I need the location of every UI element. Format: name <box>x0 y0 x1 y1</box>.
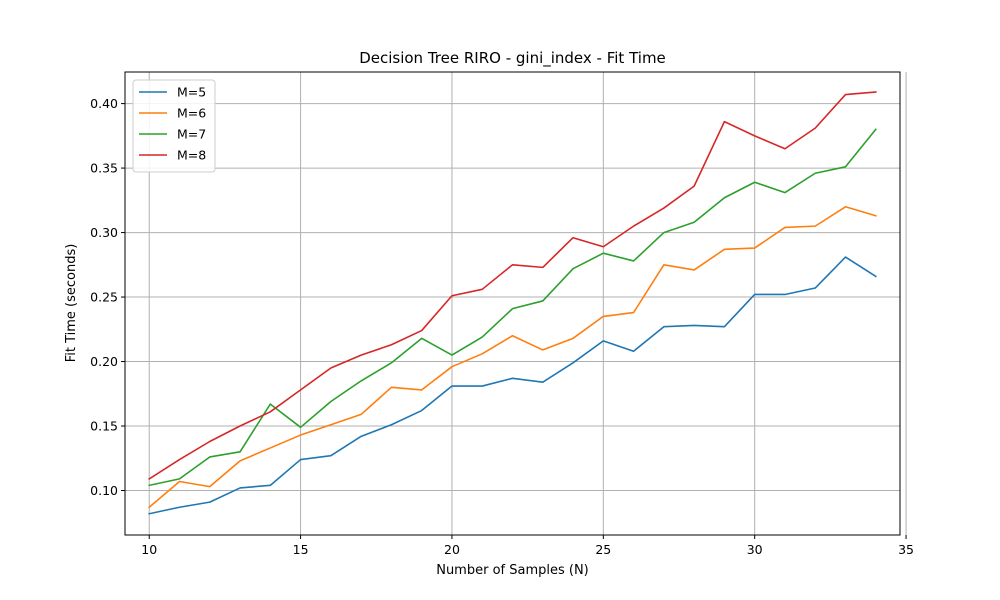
x-tick-label: 20 <box>444 542 460 557</box>
y-tick-label: 0.20 <box>90 354 118 369</box>
legend-label: M=8 <box>177 148 206 163</box>
legend-label: M=6 <box>177 106 206 121</box>
x-tick-label: 15 <box>293 542 309 557</box>
plot-area <box>124 71 907 536</box>
plot-background <box>125 72 900 535</box>
legend-label: M=5 <box>177 85 206 100</box>
x-tick-label: 10 <box>141 542 157 557</box>
series-line-m-7 <box>148 128 877 487</box>
y-tick-label: 0.30 <box>90 225 118 240</box>
x-tick-label: 30 <box>747 542 763 557</box>
y-axis: 0.10 0.15 0.20 0.25 0.30 0.35 0.40 <box>90 96 125 498</box>
y-tick-label: 0.35 <box>90 161 118 176</box>
chart-title: Decision Tree RIRO - gini_index - Fit Ti… <box>359 49 666 68</box>
grid <box>125 72 907 535</box>
series-line-m-6 <box>148 205 877 509</box>
x-axis-label: Number of Samples (N) <box>436 563 589 578</box>
y-tick-label: 0.40 <box>90 96 118 111</box>
y-tick-label: 0.25 <box>90 290 118 305</box>
series-lines <box>148 91 877 515</box>
x-axis: 10 15 20 25 30 35 <box>141 535 914 557</box>
series-line-m-5 <box>148 256 877 515</box>
y-tick-label: 0.10 <box>90 483 118 498</box>
series-line-m-8 <box>148 91 877 481</box>
x-tick-label: 35 <box>898 542 914 557</box>
legend-label: M=7 <box>177 127 206 142</box>
plot-frame <box>124 71 901 536</box>
y-tick-label: 0.15 <box>90 419 118 434</box>
legend: M=5 M=6 M=7 M=8 <box>132 79 216 173</box>
x-tick-label: 25 <box>595 542 611 557</box>
legend-box <box>132 79 216 173</box>
y-axis-label: Fit Time (seconds) <box>64 244 79 363</box>
